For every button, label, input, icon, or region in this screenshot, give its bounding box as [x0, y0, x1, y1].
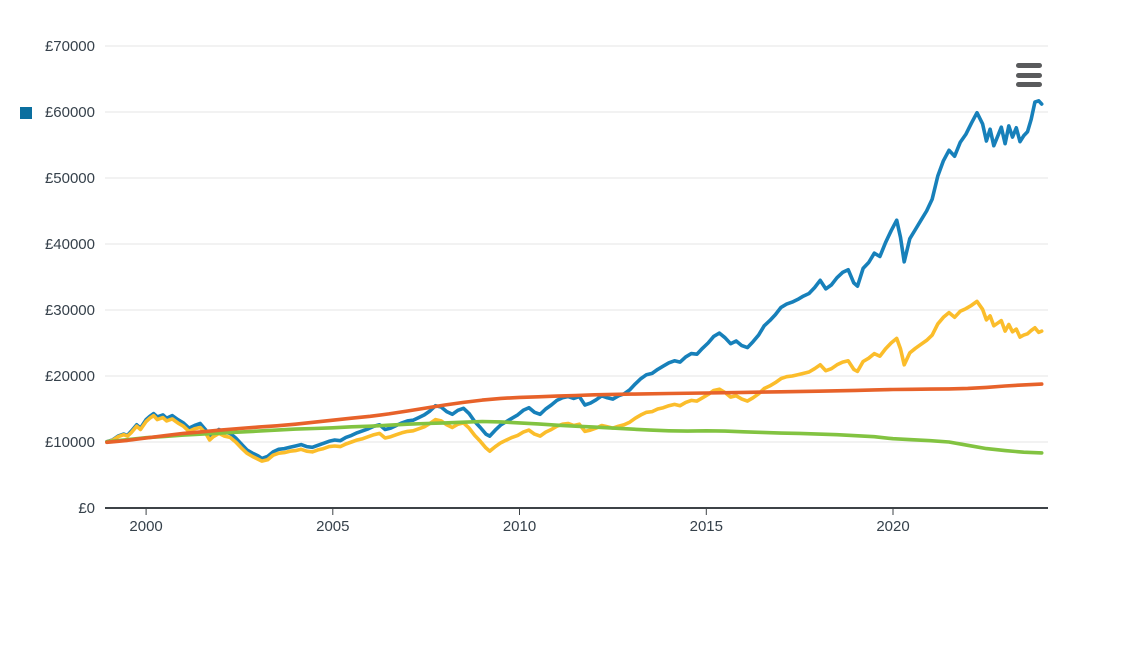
x-axis-label: 2005 [316, 518, 349, 535]
line-chart-plot: £0 £10000 £20000 £30000 £40000 £50000 £60000 £7… [45, 38, 1048, 535]
hamburger-menu-icon[interactable] [1016, 63, 1042, 87]
y-axis-label: £50000 [45, 170, 95, 187]
x-axis: 2000 2005 2010 2015 2020 [105, 507, 1048, 535]
series-line-3[interactable] [105, 419, 1044, 455]
y-axis-label: £30000 [45, 302, 95, 319]
y-axis-labels: £0 £10000 £20000 £30000 £40000 £50000 £60000 £7… [45, 38, 95, 517]
y-axis-label: £20000 [45, 368, 95, 385]
y-axis-label: £60000 [45, 104, 95, 121]
hamburger-bar [1016, 72, 1042, 78]
y-axis-label: £40000 [45, 236, 95, 253]
x-axis-label: 2015 [690, 518, 723, 535]
gridlines [105, 45, 1048, 443]
x-axis-label: 2020 [876, 518, 909, 535]
hamburger-bar [1016, 63, 1042, 68]
y-axis-label: £0 [78, 500, 95, 517]
blue-square-marker [20, 107, 32, 119]
series-lines [105, 99, 1044, 463]
y-axis-label: £10000 [45, 434, 95, 451]
hamburger-bar [1016, 82, 1042, 87]
x-axis-label: 2000 [129, 518, 162, 535]
series-line-1[interactable] [105, 382, 1044, 445]
legend: FTSE All World Index Total Returns Cash-… [0, 556, 1121, 646]
y-axis-label: £70000 [45, 38, 95, 55]
series-line-2[interactable] [105, 299, 1044, 463]
x-axis-label: 2010 [503, 518, 536, 535]
series-line-0[interactable] [105, 99, 1044, 461]
